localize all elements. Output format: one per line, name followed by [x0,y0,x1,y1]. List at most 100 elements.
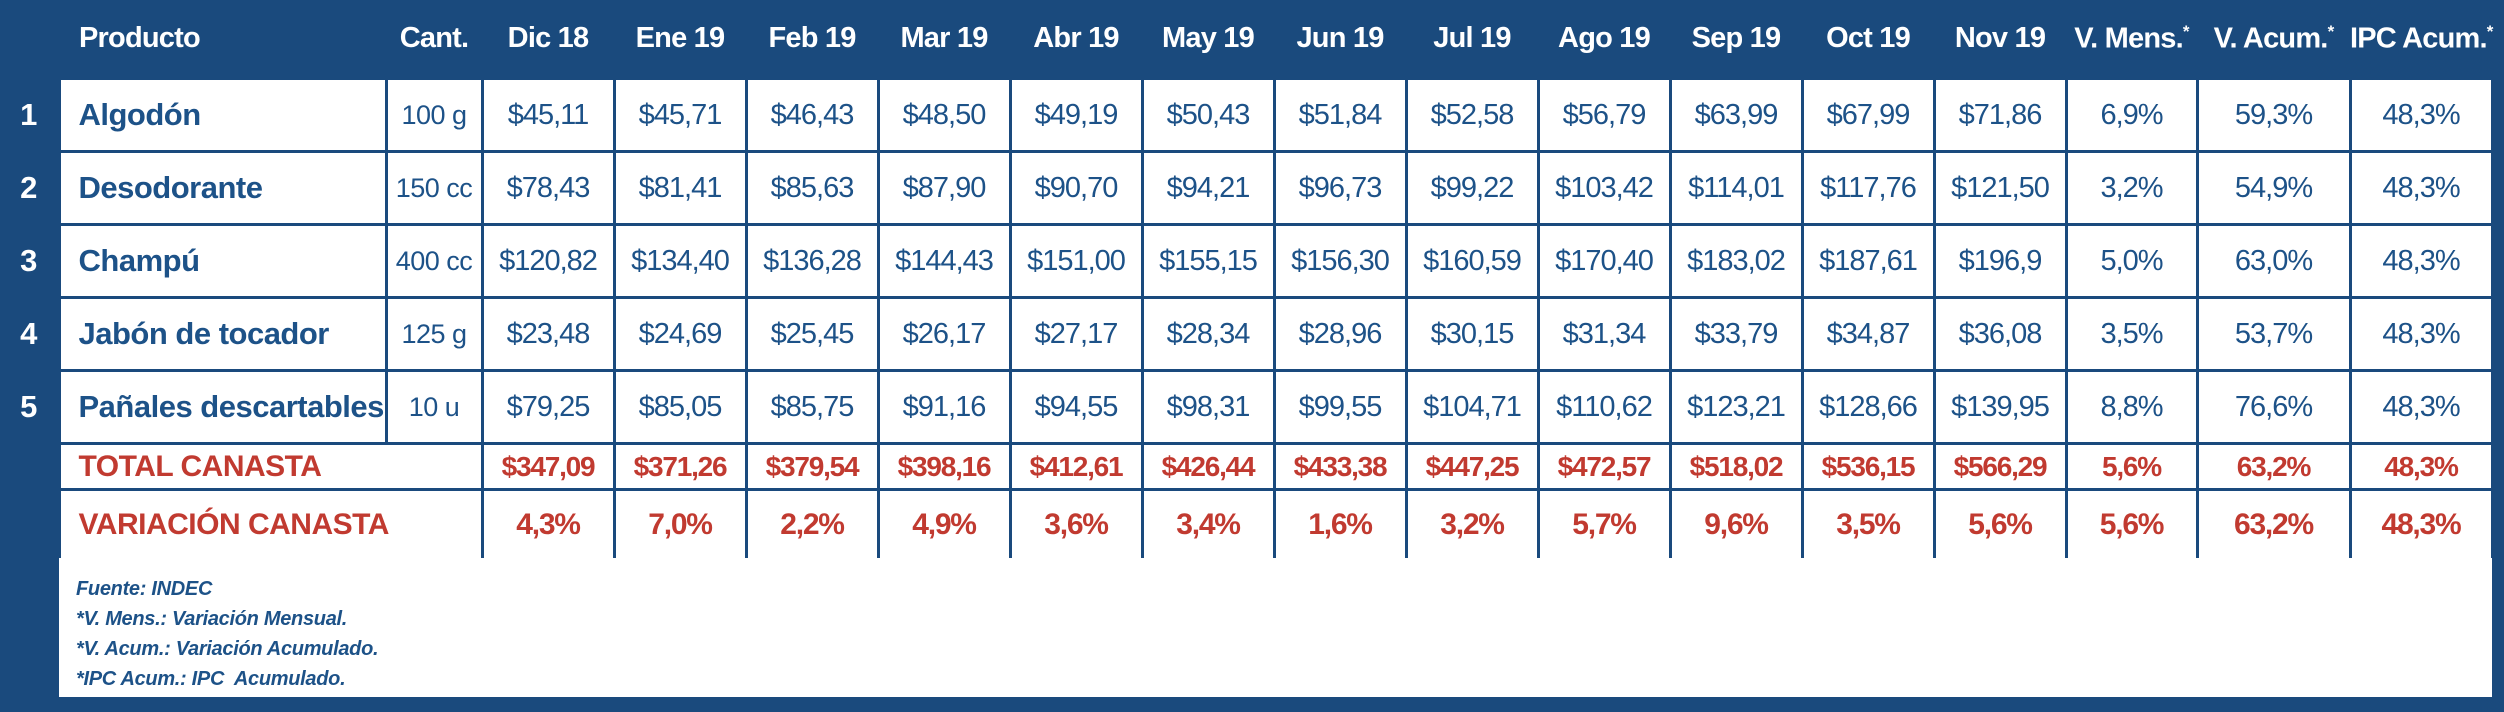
footnote-line: Fuente: INDEC [76,578,213,600]
column-header-may-19: May 19 [1142,0,1274,79]
footnote-line: *IPC Acum.: IPC Acumulado. [76,668,346,690]
table-body: 1 Algodón 100 g $45,11 $45,71 $46,43 $48,50 $49… [0,77,2494,561]
value-cell: $46,43 [744,77,880,153]
value-cell: 76,6% [2195,369,2352,445]
column-header-ipc-acum: IPC Acum.* [2350,0,2494,79]
row-number: 1 [20,97,38,132]
column-header-label: Jul 19 [1433,22,1511,54]
header-row: Producto Cant. Dic 18 Ene 19 Feb 19 Mar 19 Abr… [0,0,2494,79]
column-header-jul-19: Jul 19 [1406,0,1538,79]
summary-value-cell: $379,54 [744,442,880,491]
column-header-label: Dic 18 [507,22,589,54]
value-cell: 3,2% [2064,150,2199,226]
footnote-line: *V. Acum.: Variación Acumulado. [76,638,379,660]
column-header-dic-18: Dic 18 [482,0,614,79]
summary-value-cell: $536,15 [1800,442,1936,491]
value-cell: $134,40 [612,223,748,299]
summary-value-cell: $347,09 [480,442,616,491]
column-header-mar-19: Mar 19 [878,0,1010,79]
asterisk: * [2486,21,2494,41]
value-cell: $78,43 [480,150,616,226]
summary-label: TOTAL CANASTA [57,442,484,491]
value-cell: $25,45 [744,296,880,372]
product-row-desodorante: 2 Desodorante 150 cc $78,43 $81,41 $85,63 $87,… [0,150,2494,226]
value-cell: 48,3% [2348,369,2494,445]
product-name: Algodón [57,77,388,153]
summary-value-cell: 5,7% [1536,488,1672,561]
summary-value-cell: 9,6% [1668,488,1804,561]
value-cell: $103,42 [1536,150,1672,226]
value-cell: 48,3% [2348,77,2494,153]
column-header-label: Feb 19 [768,22,856,54]
product-name: Jabón de tocador [57,296,388,372]
product-row-pa-ales-descartables: 5 Pañales descartables 10 u $79,25 $85,05 $85… [0,369,2494,445]
value-cell: $160,59 [1404,223,1540,299]
value-cell: $87,90 [876,150,1012,226]
column-header-nov-19: Nov 19 [1934,0,2066,79]
product-row-algod-n: 1 Algodón 100 g $45,11 $45,71 $46,43 $48,50 $49… [0,77,2494,153]
column-header-label: Jun 19 [1296,22,1384,54]
value-cell: $187,61 [1800,223,1936,299]
column-header-ene-19: Ene 19 [614,0,746,79]
column-header-feb-19: Feb 19 [746,0,878,79]
summary-value-cell: 5,6% [2064,442,2199,491]
product-row-jab-n-de-tocador: 4 Jabón de tocador 125 g $23,48 $24,69 $25,45… [0,296,2494,372]
column-header-jun-19: Jun 19 [1274,0,1406,79]
value-cell: $144,43 [876,223,1012,299]
column-header-label: V. Mens. [2074,22,2183,55]
value-cell: $51,84 [1272,77,1408,153]
summary-row-total-canasta: TOTAL CANASTA $347,09 $371,26 $379,54 $398,1… [0,442,2494,491]
price-table: Producto Cant. Dic 18 Ene 19 Feb 19 Mar 19 Abr… [0,0,2494,561]
value-cell: 63,0% [2195,223,2352,299]
value-cell: $31,34 [1536,296,1672,372]
value-cell: $63,99 [1668,77,1804,153]
value-cell: $98,31 [1140,369,1276,445]
value-cell: $85,75 [744,369,880,445]
row-number: 5 [20,389,38,424]
value-cell: $121,50 [1932,150,2068,226]
value-cell: $48,50 [876,77,1012,153]
value-cell: $23,48 [480,296,616,372]
summary-value-cell: 3,2% [1404,488,1540,561]
product-quantity: 100 g [384,77,484,153]
value-cell: $28,96 [1272,296,1408,372]
column-header-label: May 19 [1162,22,1255,54]
value-cell: 48,3% [2348,296,2494,372]
value-cell: 48,3% [2348,223,2494,299]
value-cell: $196,9 [1932,223,2068,299]
value-cell: $183,02 [1668,223,1804,299]
value-cell: $139,95 [1932,369,2068,445]
value-cell: $71,86 [1932,77,2068,153]
summary-value-cell: 3,4% [1140,488,1276,561]
row-number: 4 [20,316,38,351]
value-cell: $85,05 [612,369,748,445]
column-header-label: Mar 19 [900,22,988,54]
summary-value-cell: 63,2% [2195,442,2352,491]
column-header-label: Ene 19 [635,22,726,54]
value-cell: $67,99 [1800,77,1936,153]
column-header-label: Producto [79,22,201,54]
value-cell: $94,55 [1008,369,1144,445]
value-cell: $99,22 [1404,150,1540,226]
value-cell: $26,17 [876,296,1012,372]
column-header-label: Oct 19 [1826,22,1911,54]
summary-value-cell: 5,6% [2064,488,2199,561]
value-cell: $120,82 [480,223,616,299]
column-header-label: V. Acum. [2213,22,2329,55]
summary-row-variaci-n-canasta: VARIACIÓN CANASTA 4,3% 7,0% 2,2% 4,9% 3,6% 3,4… [0,488,2494,561]
product-quantity: 400 cc [384,223,484,299]
footnotes-panel: Fuente: INDEC *V. Mens.: Variación Mensua… [59,558,2492,697]
summary-value-cell: $426,44 [1140,442,1276,491]
value-cell: $45,71 [612,77,748,153]
asterisk: * [2327,21,2335,41]
value-cell: 59,3% [2195,77,2352,153]
row-number [0,444,59,490]
product-quantity: 125 g [384,296,484,372]
value-cell: $36,08 [1932,296,2068,372]
value-cell: $128,66 [1800,369,1936,445]
value-cell: $156,30 [1272,223,1408,299]
column-header-producto: Producto [59,0,386,79]
value-cell: 5,0% [2064,223,2199,299]
value-cell: $85,63 [744,150,880,226]
